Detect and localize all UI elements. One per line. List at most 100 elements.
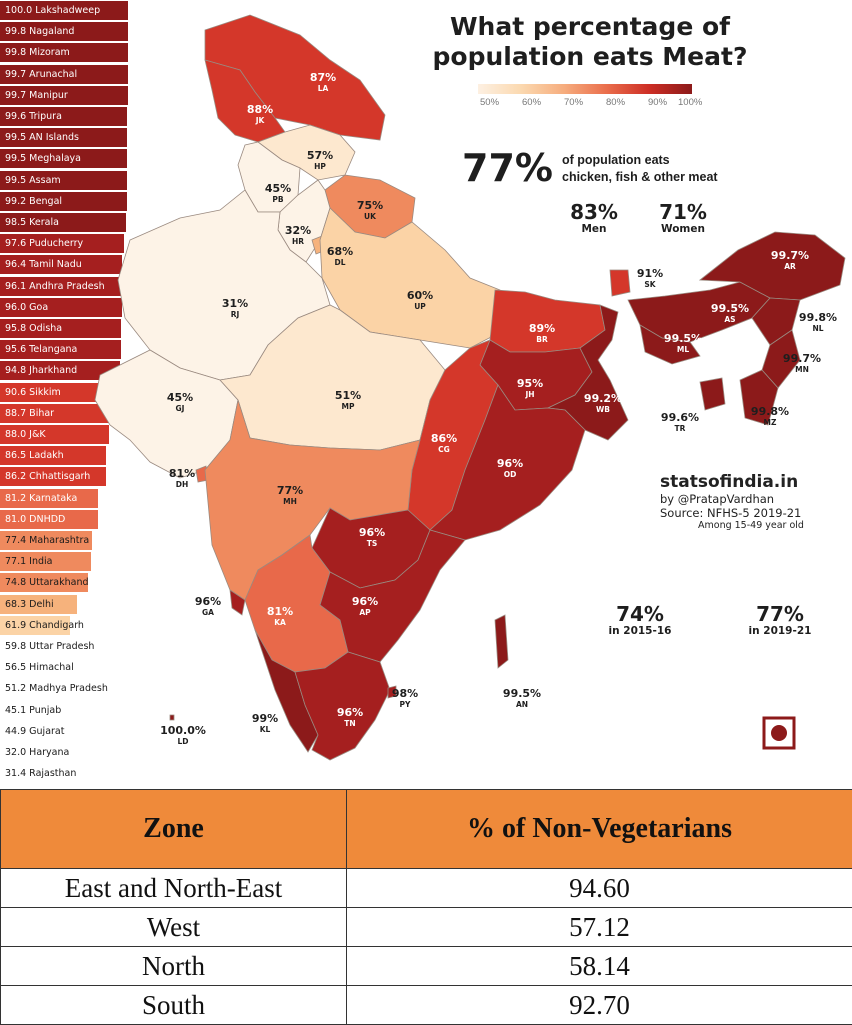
men-label: Men [566,223,622,236]
map-label-mz: 99.8%MZ [751,406,789,427]
region-ld [170,715,174,720]
map-label-sk: 91%SK [637,268,663,289]
legend-tick: 100% [678,97,702,108]
map-label-code: BR [529,335,555,344]
women-stat: 71% Women [648,201,718,236]
map-label-percent: 81% [267,606,293,618]
map-label-code: GJ [167,404,193,413]
map-label-tr: 99.6%TR [661,412,699,433]
map-label-percent: 81% [169,468,195,480]
headline-desc-line-1: of population eats [562,152,762,169]
title-line-1: What percentage of [420,12,760,42]
map-label-code: KL [252,725,278,734]
map-label-percent: 45% [265,183,291,195]
map-label-percent: 45% [167,392,193,404]
map-label-code: UP [407,302,433,311]
map-label-gj: 45%GJ [167,392,193,413]
map-label-code: TN [337,719,363,728]
credit-site: statsofindia.in [660,472,804,492]
map-label-la: 87%LA [310,72,336,93]
map-label-mp: 51%MP [335,390,361,411]
map-label-od: 96%OD [497,458,523,479]
table-row: North 58.14 [1,947,852,986]
zone-cell: West [1,908,347,947]
map-label-code: LA [310,84,336,93]
zone-table-header-row: Zone % of Non-Vegetarians [1,790,852,869]
map-label-code: TR [661,424,699,433]
credit-note: Among 15-49 year old [660,520,804,532]
map-label-code: SK [637,280,663,289]
map-label-code: WB [584,405,622,414]
map-label-percent: 99.7% [771,250,809,262]
map-label-cg: 86%CG [431,433,457,454]
map-label-br: 89%BR [529,323,555,344]
headline-percentage: 77% [462,146,553,190]
credit-source: Source: NFHS-5 2019-21 [660,506,804,520]
legend-tick: 70% [564,97,583,108]
map-label-percent: 100.0% [160,725,206,737]
map-label-code: NL [799,324,837,333]
title-line-2: population eats Meat? [420,42,760,72]
map-label-code: AS [711,315,749,324]
map-label-percent: 99.5% [711,303,749,315]
credit-block: statsofindia.in by @PratapVardhan Source… [660,472,804,532]
map-label-code: TS [359,539,385,548]
map-label-percent: 51% [335,390,361,402]
map-label-pb: 45%PB [265,183,291,204]
map-label-kl: 99%KL [252,713,278,734]
value-cell: 94.60 [347,869,852,908]
map-label-percent: 75% [357,200,383,212]
map-label-code: MN [783,365,821,374]
year-2019-value: 77% [735,603,825,625]
map-label-ml: 99.5%ML [664,333,702,354]
map-label-code: MH [277,497,303,506]
map-label-up: 60%UP [407,290,433,311]
map-label-code: MZ [751,418,789,427]
map-label-code: CG [431,445,457,454]
year-2015-label: in 2015-16 [595,625,685,638]
map-label-dl: 68%DL [327,246,353,267]
map-label-percent: 88% [247,104,273,116]
men-value: 83% [566,201,622,223]
map-label-mh: 77%MH [277,485,303,506]
legend-tick: 60% [522,97,541,108]
legend-tick-labels: 50% 60% 70% 80% 90% 100% [470,97,700,111]
map-label-percent: 96% [352,596,378,608]
chart-title: What percentage of population eats Meat? [420,12,760,72]
zone-header: Zone [1,790,347,869]
map-label-rj: 31%RJ [222,298,248,319]
zone-cell: North [1,947,347,986]
map-label-code: DH [169,480,195,489]
map-label-percent: 95% [517,378,543,390]
table-row: East and North-East 94.60 [1,869,852,908]
women-value: 71% [648,201,718,223]
value-cell: 57.12 [347,908,852,947]
map-label-hp: 57%HP [307,150,333,171]
credit-author: by @PratapVardhan [660,492,804,506]
table-row: West 57.12 [1,908,852,947]
year-2015-stat: 74% in 2015-16 [595,603,685,638]
map-label-percent: 99.6% [661,412,699,424]
map-label-percent: 99.7% [783,353,821,365]
map-label-code: HR [285,237,311,246]
map-label-percent: 87% [310,72,336,84]
map-label-an: 99.5%AN [503,688,541,709]
map-label-py: 98%PY [392,688,418,709]
map-label-jk: 88%JK [247,104,273,125]
table-row: South 92.70 [1,986,852,1025]
map-label-tn: 96%TN [337,707,363,728]
year-2015-value: 74% [595,603,685,625]
map-label-code: RJ [222,310,248,319]
map-label-percent: 96% [195,596,221,608]
map-label-percent: 99% [252,713,278,725]
logo-dot [771,725,787,741]
map-label-code: OD [497,470,523,479]
map-label-code: JK [247,116,273,125]
year-2019-label: in 2019-21 [735,625,825,638]
map-label-ka: 81%KA [267,606,293,627]
legend-tick: 50% [480,97,499,108]
map-label-percent: 99.5% [664,333,702,345]
map-label-percent: 99.8% [799,312,837,324]
map-label-percent: 96% [497,458,523,470]
map-label-dh: 81%DH [169,468,195,489]
